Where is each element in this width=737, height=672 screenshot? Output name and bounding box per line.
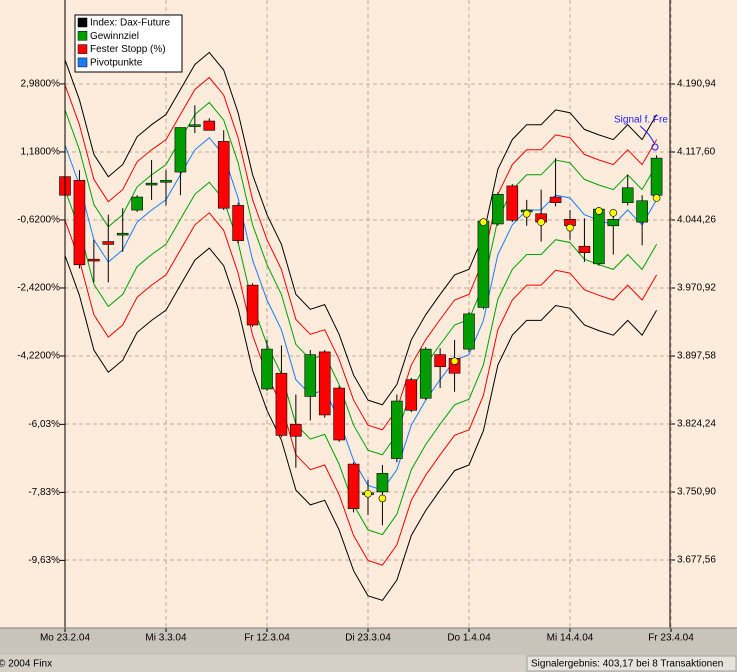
annotation: Signal f. Fre	[614, 115, 668, 126]
x-tick-label: Mo 23.2.04	[40, 633, 90, 644]
candle-body	[636, 200, 648, 223]
y-tick-label: 4.117,60	[677, 147, 716, 158]
candle-body	[217, 141, 230, 209]
legend	[74, 14, 183, 73]
plot-background	[0, 0, 737, 628]
signal-point	[364, 489, 372, 498]
y-tick-label: 3.897,58	[677, 351, 716, 362]
y-tick-label: 4.190,94	[677, 79, 716, 90]
candle-body	[174, 127, 187, 173]
x-tick-label: Mi 14.4.04	[547, 633, 594, 644]
band-upper	[64, 101, 658, 456]
band-lower	[64, 181, 658, 536]
candle-body	[549, 196, 562, 203]
y2-tick-label: -6,03%	[28, 419, 60, 430]
x-tick-label: Do 1.4.04	[447, 633, 491, 644]
candle-body	[145, 182, 158, 186]
y-tick-label: 4.044,26	[677, 215, 716, 226]
legend-swatch	[77, 31, 88, 41]
candle-body	[434, 354, 446, 368]
candle-body	[203, 120, 216, 131]
candle-body	[189, 124, 201, 127]
y2-tick-label: -7,83%	[28, 487, 60, 498]
signal-point	[609, 209, 618, 217]
candle-body	[347, 463, 360, 509]
candle-body	[405, 379, 418, 411]
candle-body	[318, 351, 331, 416]
band-upper	[64, 76, 658, 431]
candle-body	[650, 157, 663, 196]
y2-tick-label: 1,1800%	[21, 147, 61, 158]
legend-swatch	[77, 44, 88, 54]
candle-body	[160, 180, 172, 183]
y2-tick-label: -0,6200%	[17, 215, 60, 226]
candle-body	[333, 387, 345, 441]
candle-body	[463, 313, 475, 350]
signal-point	[450, 357, 459, 365]
signal-point	[479, 218, 488, 226]
y-tick-label: 3.750,90	[677, 487, 716, 498]
y-tick-label: 3.677,56	[677, 555, 716, 566]
candle-body	[477, 220, 490, 308]
signal-point	[537, 218, 545, 226]
signal-point	[566, 223, 574, 232]
x-tick-label: Mi 3.3.04	[145, 633, 187, 644]
candle-body	[73, 180, 86, 266]
y-tick-label: 3.970,92	[677, 283, 716, 294]
copyright: © 2004 Finx	[0, 659, 52, 670]
candle-body	[607, 219, 620, 227]
candle-body	[275, 372, 288, 436]
candle-body	[261, 348, 273, 390]
candle-body	[391, 400, 403, 459]
plot: 4.190,94 4.117,60 4.044,26 3.970,92 3.897,58…	[17, 0, 716, 644]
y-tick-label: 3.824,24	[677, 419, 716, 430]
signal-point	[595, 207, 603, 215]
annotation-arrow	[639, 125, 655, 144]
x-tick-label: Fr 12.3.04	[244, 633, 290, 644]
x-axis-strip	[0, 628, 737, 655]
candle-body	[492, 193, 504, 225]
candle-body	[116, 232, 129, 236]
signal-point	[378, 494, 387, 503]
x-tick-label: Di 23.3.04	[345, 633, 391, 644]
candle-body	[621, 187, 634, 203]
signal-point	[522, 209, 531, 218]
x-tick-label: Fr 23.4.04	[648, 633, 694, 644]
y2-tick-label: -2,4200%	[17, 283, 60, 294]
signal-point	[652, 194, 661, 202]
result: Signalergebnis: 403,17 bei 8 Transaktion…	[531, 659, 723, 670]
y2-tick-label: -4,2200%	[17, 351, 60, 362]
legend-swatch	[77, 57, 88, 68]
candle-body	[290, 423, 302, 437]
candle-body	[304, 354, 317, 397]
y2-tick-label: 2,9800%	[21, 79, 61, 90]
legend-label: Gewinnziel	[90, 31, 139, 42]
candle-body	[593, 208, 605, 265]
band-lower	[64, 212, 658, 566]
candle-body	[131, 196, 143, 211]
candle-body	[246, 284, 259, 326]
legend-label: Index: Dax-Future	[90, 18, 170, 29]
result-box	[526, 655, 737, 672]
candle-body	[102, 241, 115, 245]
legend-label: Pivotpunkte	[90, 58, 143, 69]
band-lower	[64, 247, 658, 601]
candle-body	[419, 348, 432, 399]
candle-body	[376, 473, 389, 493]
legend-entries: Index: Dax-Future Gewinnziel Fester Stopp …	[77, 17, 170, 69]
y2-tick-label: -9,63%	[28, 555, 60, 566]
candle-body	[506, 185, 519, 221]
pivot-line	[64, 136, 658, 491]
candle-body	[578, 245, 591, 253]
candle-body	[232, 205, 244, 241]
legend-swatch	[77, 17, 88, 28]
legend-label: Fester Stopp (%)	[90, 44, 166, 55]
band-upper	[64, 51, 658, 406]
candle-body	[88, 258, 100, 262]
annotation-marker	[651, 143, 659, 151]
